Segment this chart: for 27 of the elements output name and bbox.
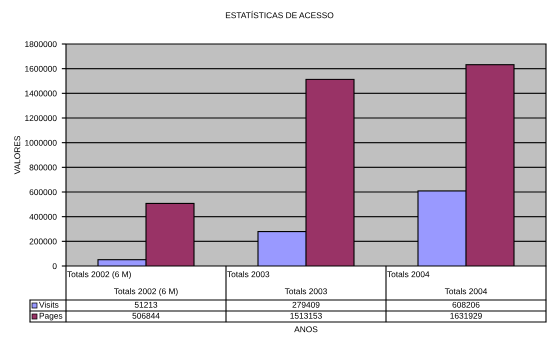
category-label: Totals 2002 (6 M)	[67, 271, 131, 279]
legend-label: Pages	[40, 312, 62, 320]
y-tick-label: 1800000	[25, 41, 57, 48]
y-tick-label: 800000	[30, 164, 57, 170]
chart-title: ESTATÍSTICAS DE ACESSO	[226, 10, 334, 18]
y-tick-label: 600000	[30, 189, 57, 196]
data-label: 51213	[134, 302, 158, 308]
data-label: 279409	[292, 302, 320, 308]
data-label: 506844	[132, 312, 160, 319]
category-label: Totals 2003	[227, 271, 270, 278]
y-tick-label: 1000000	[25, 140, 57, 146]
x-tick-label: Totals 2004	[444, 288, 488, 294]
data-label: 1513153	[290, 312, 322, 319]
y-axis-title: VALORES	[14, 136, 20, 174]
category-label: Totals 2004	[387, 271, 430, 278]
data-label: 608206	[452, 302, 480, 308]
y-tick-label: 1600000	[25, 66, 57, 72]
x-axis-title: ANOS	[294, 326, 318, 332]
legend-label: Visits	[39, 302, 58, 308]
y-tick-label: 0	[52, 263, 57, 270]
x-tick-label: Totals 2003	[284, 288, 327, 294]
y-tick-label: 200000	[30, 238, 57, 244]
y-tick-label: 400000	[29, 214, 57, 220]
data-label: 1631929	[450, 312, 482, 319]
y-tick-label: 1200000	[25, 115, 57, 122]
y-tick-label: 1400000	[25, 90, 57, 96]
x-tick-label: Totals 2002 (6 M)	[114, 288, 178, 296]
